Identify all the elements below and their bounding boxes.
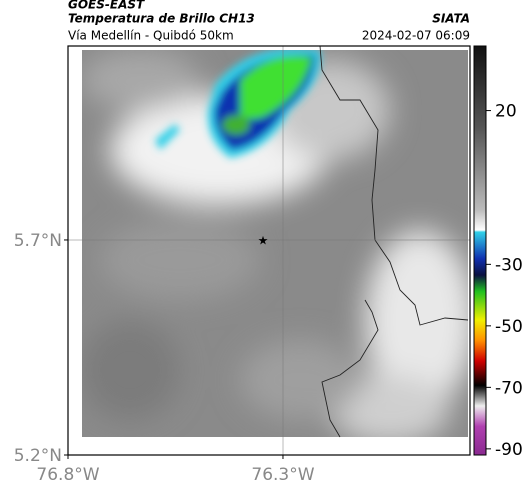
lon-tick-label: 76.3°W [251,465,314,485]
colorbar-tick-label: -70 [495,378,523,398]
source: GOES-EAST [68,0,145,12]
lat-tick-label: 5.7°N [14,231,62,251]
lon-tick-label: 76.8°W [36,465,99,485]
product: Temperatura de Brillo CH13 [68,12,255,26]
boundary [319,45,469,438]
colorbar-tick-label: -30 [495,255,523,275]
map-frame [67,45,471,456]
colorbar-tick-label: -50 [495,317,523,337]
colorbar [473,45,487,456]
datetime: 2024-02-07 06:09 [362,29,470,43]
colorbar-tick-label: 20 [495,102,517,122]
region: Vía Medellín - Quibdó 50km [68,29,234,43]
imagery [82,50,468,437]
agency: SIATA [432,12,470,26]
lat-tick-label: 5.2°N [14,446,62,466]
colorbar-tick-label: -90 [495,440,523,460]
station-marker: ★ [258,234,269,248]
